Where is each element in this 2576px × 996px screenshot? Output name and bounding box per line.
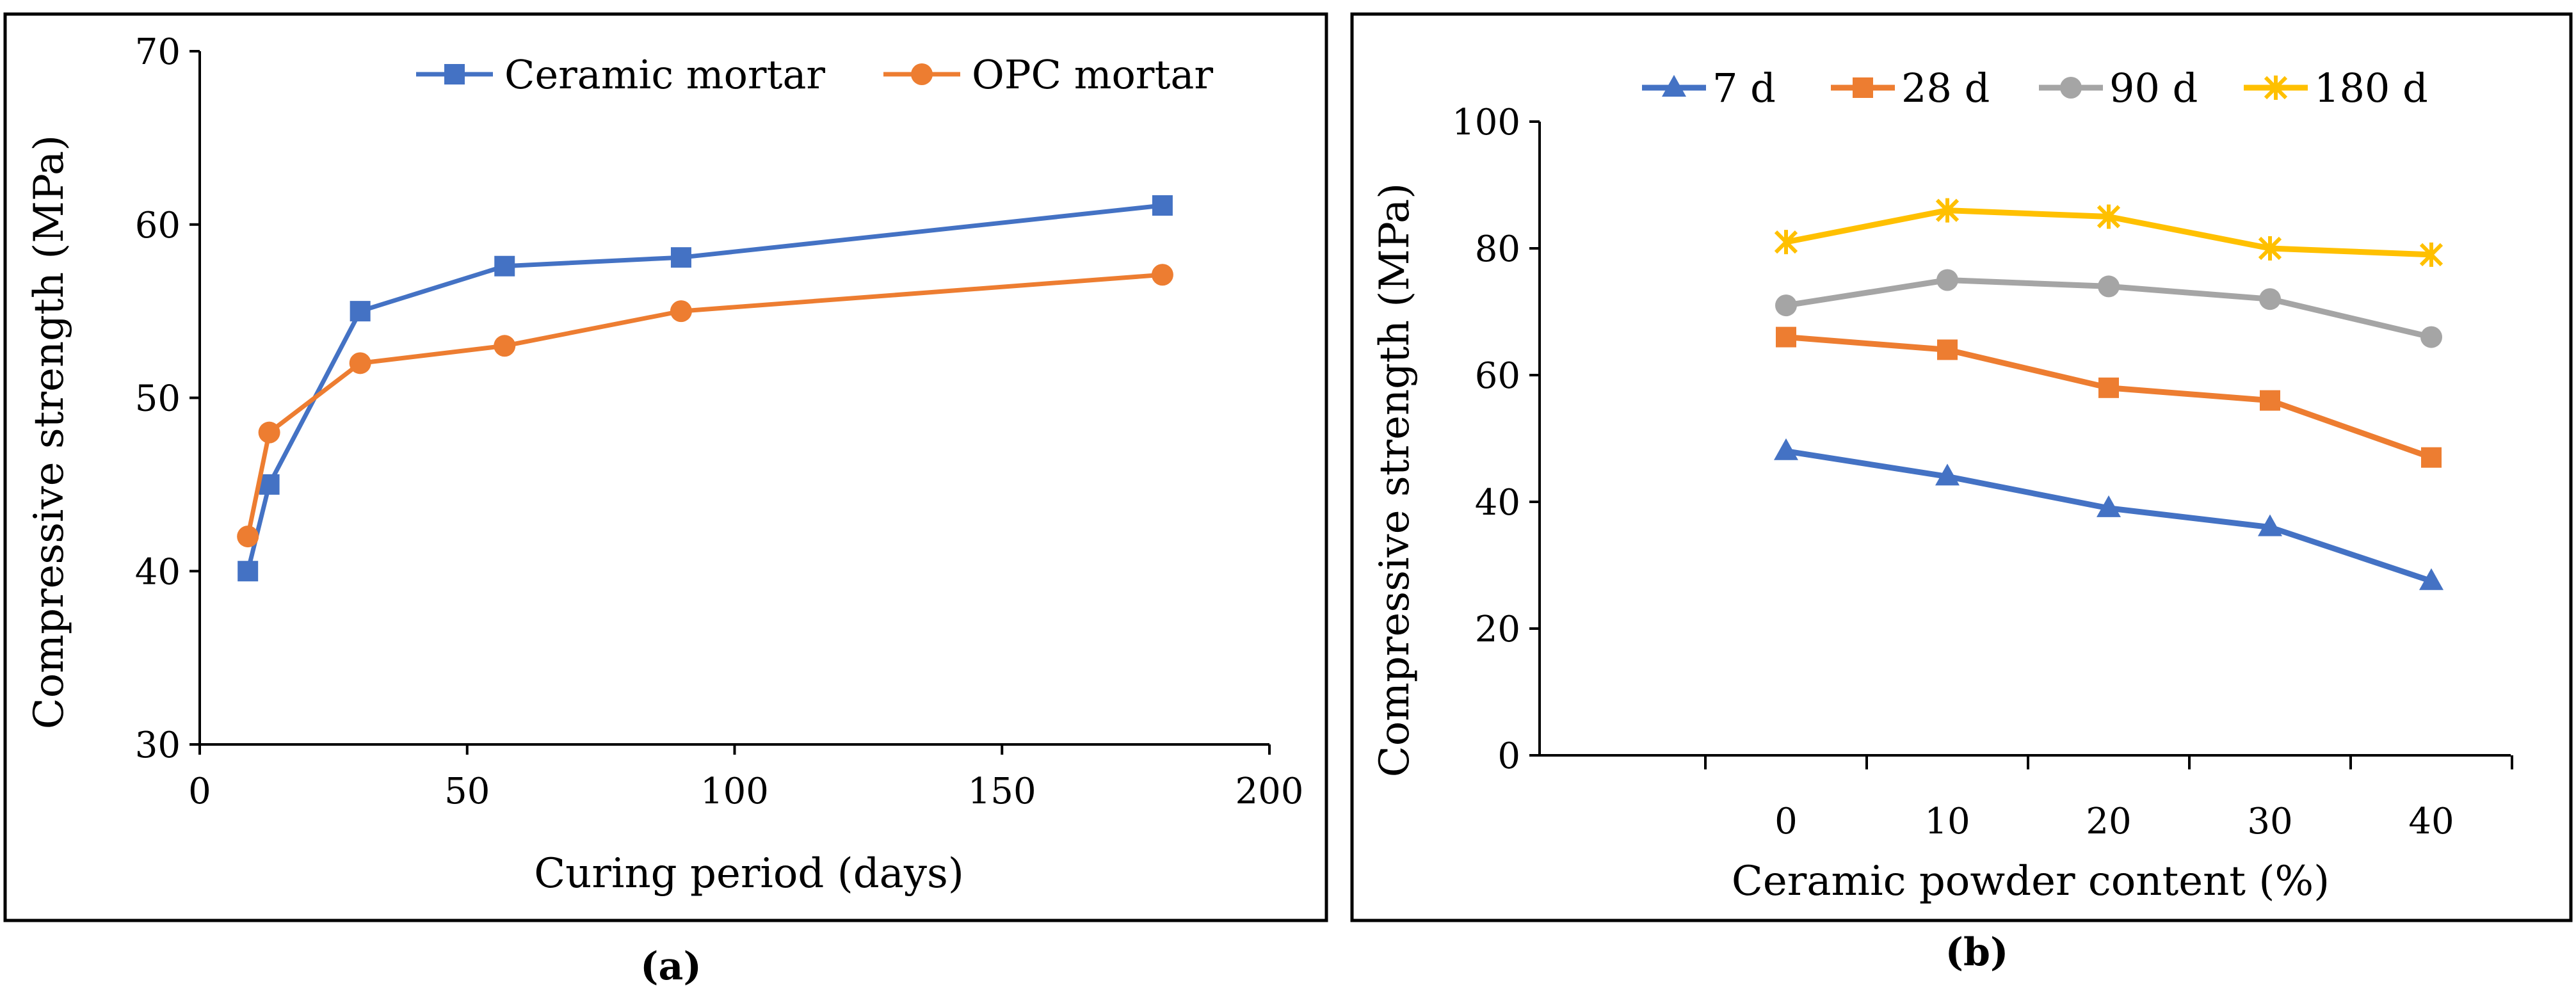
- legend-label-28-d: 28 d: [1901, 65, 1990, 111]
- chart-a-y-axis-label: Compressive strength (MPa): [26, 135, 73, 729]
- data-point-90-d: [2098, 275, 2120, 298]
- data-point-28-d: [1937, 339, 1958, 360]
- data-point-90-d: [2259, 288, 2281, 310]
- chart-a-y-tick-label: 60: [135, 205, 181, 246]
- chart-b-x-tick-label: 0: [1775, 801, 1798, 842]
- chart-a-x-tick-label: 200: [1236, 771, 1304, 812]
- data-point-180-d: [2258, 236, 2282, 261]
- data-point-ceramic-mortar: [237, 561, 259, 582]
- chart-b-legend: 7 d 28 d 90 d 180 d: [1642, 65, 2428, 111]
- data-point-90-d: [1936, 269, 1958, 291]
- data-point-ceramic-mortar: [494, 255, 515, 277]
- chart-b-axes: 0 20 40 60 80 100 0 10 20 30 40: [1452, 102, 2513, 842]
- chart-b-y-tick-label: 80: [1475, 229, 1520, 270]
- chart-a-legend: Ceramic mortar OPC mortar: [416, 51, 1213, 98]
- legend-marker-opc-mortar: [911, 63, 933, 85]
- caption-a: (a): [640, 944, 702, 989]
- chart-b-series: [1774, 198, 2443, 590]
- series-line-ceramic-mortar: [245, 203, 1163, 572]
- chart-a-axes: 30 40 50 60 70 0 50 100 150 200: [135, 31, 1304, 812]
- chart-b-y-tick-label: 20: [1475, 609, 1520, 650]
- caption-b: (b): [1945, 930, 2009, 975]
- data-point-opc-mortar: [670, 300, 692, 323]
- legend-label-90-d: 90 d: [2109, 65, 2198, 111]
- legend-label-180-d: 180 d: [2314, 65, 2428, 111]
- legend-label-opc-mortar: OPC mortar: [972, 51, 1213, 98]
- data-point-ceramic-mortar: [670, 247, 691, 268]
- data-point-opc-mortar: [237, 526, 259, 548]
- chart-a: 30 40 50 60 70 0 50 100 150 200 Curing period (da…: [26, 31, 1303, 897]
- chart-b-y-tick-label: 100: [1452, 102, 1520, 143]
- chart-a-x-axis-label: Curing period (days): [534, 850, 964, 897]
- data-point-180-d: [2419, 242, 2443, 267]
- data-point-7-d: [2097, 495, 2121, 517]
- data-point-28-d: [2421, 447, 2442, 468]
- legend-marker-90-d: [2060, 77, 2082, 99]
- series-line-opc-mortar: [245, 272, 1163, 537]
- data-point-7-d: [2258, 514, 2282, 536]
- data-point-opc-mortar: [349, 352, 371, 374]
- chart-b-x-tick-label: 30: [2247, 801, 2292, 842]
- data-point-ceramic-mortar: [350, 301, 371, 322]
- data-point-90-d: [2420, 326, 2442, 348]
- legend-marker-ceramic-mortar: [444, 64, 465, 84]
- legend-marker-7-d: [1662, 75, 1686, 97]
- data-point-ceramic-mortar: [259, 474, 280, 495]
- data-point-7-d: [2419, 568, 2443, 590]
- data-point-28-d: [2260, 390, 2280, 411]
- data-point-opc-mortar: [1151, 264, 1173, 286]
- panel-b-frame: [1350, 12, 2573, 922]
- chart-a-x-tick-label: 150: [968, 771, 1036, 812]
- chart-b-x-axis-label: Ceramic powder content (%): [1732, 858, 2330, 905]
- legend-label-ceramic-mortar: Ceramic mortar: [504, 51, 825, 98]
- chart-a-x-tick-label: 50: [444, 771, 490, 812]
- chart-a-series: [237, 195, 1173, 582]
- legend-marker-180-d: [2264, 76, 2288, 100]
- data-point-7-d: [1774, 438, 1798, 460]
- chart-a-x-tick-label: 0: [188, 771, 211, 812]
- data-point-7-d: [1935, 463, 1960, 486]
- data-point-180-d: [2097, 204, 2121, 229]
- panel-a-frame: [3, 12, 1328, 922]
- chart-b-y-tick-label: 60: [1475, 355, 1520, 397]
- legend-label-7-d: 7 d: [1712, 65, 1776, 111]
- chart-a-y-tick-label: 30: [135, 725, 181, 766]
- chart-b-y-tick-label: 0: [1497, 735, 1520, 777]
- data-point-ceramic-mortar: [1152, 195, 1173, 216]
- chart-b-y-axis-label: Compressive strength (MPa): [1371, 183, 1419, 777]
- data-point-28-d: [1776, 326, 1796, 348]
- chart-b: 0 20 40 60 80 100 0 10 20 30 40 Ceramic powder con…: [1371, 65, 2513, 905]
- chart-a-y-tick-label: 70: [135, 31, 181, 73]
- chart-b-x-tick-label: 20: [2086, 801, 2131, 842]
- data-point-28-d: [2098, 377, 2119, 398]
- data-point-90-d: [1775, 294, 1797, 317]
- chart-b-y-tick-label: 40: [1475, 482, 1520, 524]
- chart-b-x-tick-label: 10: [1924, 801, 1970, 842]
- data-point-opc-mortar: [258, 421, 280, 444]
- chart-b-x-tick-label: 40: [2408, 801, 2454, 842]
- chart-a-y-tick-label: 40: [135, 551, 181, 593]
- data-point-180-d: [1774, 230, 1798, 255]
- data-point-opc-mortar: [494, 335, 516, 357]
- legend-marker-28-d: [1853, 77, 1873, 98]
- chart-a-y-tick-label: 50: [135, 378, 181, 420]
- chart-a-x-tick-label: 100: [700, 771, 769, 812]
- data-point-180-d: [1935, 198, 1960, 223]
